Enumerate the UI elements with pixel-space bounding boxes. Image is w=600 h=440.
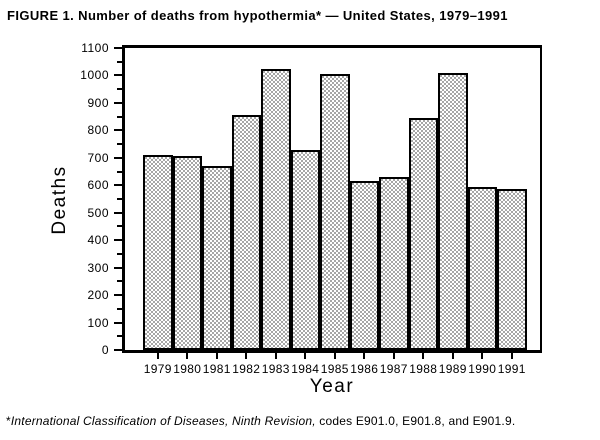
y-minor-tick-650 xyxy=(117,170,122,173)
x-tick-label-1987: 1987 xyxy=(379,362,408,376)
x-axis-title: Year xyxy=(309,376,355,397)
y-tick-400 xyxy=(114,239,122,242)
footnote: *International Classification of Disease… xyxy=(6,414,596,428)
bar-1985 xyxy=(320,74,350,350)
y-minor-tick-950 xyxy=(117,88,122,91)
x-tick-1982 xyxy=(245,353,248,359)
x-tick-label-1988: 1988 xyxy=(409,362,438,376)
plot-area: 0 100 200 300 400 500 600 700 800 900 1000 1100 1979… xyxy=(80,41,542,376)
y-tick-label-300: 300 xyxy=(87,260,109,275)
x-tick-1980 xyxy=(186,353,189,359)
x-tick-label-1986: 1986 xyxy=(350,362,379,376)
y-tick-0 xyxy=(114,349,122,351)
y-minor-tick-450 xyxy=(117,225,122,228)
x-tick-label-1982: 1982 xyxy=(232,362,261,376)
y-tick-label-700: 700 xyxy=(87,150,109,165)
x-tick-1990 xyxy=(481,353,484,359)
x-tick-1983 xyxy=(274,353,277,359)
x-tick-label-1989: 1989 xyxy=(438,362,467,376)
x-tick-label-1983: 1983 xyxy=(261,362,290,376)
y-tick-label-200: 200 xyxy=(87,288,109,303)
y-tick-label-800: 800 xyxy=(87,123,109,138)
y-tick-900 xyxy=(114,101,122,104)
y-tick-label-500: 500 xyxy=(87,205,109,220)
y-tick-label-600: 600 xyxy=(87,178,109,193)
y-tick-label-1100: 1100 xyxy=(81,41,109,55)
y-minor-tick-50 xyxy=(117,335,122,338)
y-tick-1000 xyxy=(114,74,122,77)
bar-1989 xyxy=(438,73,468,350)
footnote-marker: * xyxy=(6,414,11,428)
y-minor-tick-250 xyxy=(117,280,122,283)
x-tick-1984 xyxy=(304,353,307,359)
y-tick-200 xyxy=(114,294,122,297)
y-tick-1100 xyxy=(114,47,122,49)
y-tick-700 xyxy=(114,156,122,159)
x-tick-label-1990: 1990 xyxy=(468,362,497,376)
x-tick-label-1979: 1979 xyxy=(143,362,172,376)
x-tick-1988 xyxy=(422,353,425,359)
y-minor-tick-550 xyxy=(117,198,122,200)
y-axis-title: Deaths xyxy=(49,165,70,235)
x-tick-1987 xyxy=(392,353,395,359)
y-minor-tick-350 xyxy=(117,252,122,255)
bar-1983 xyxy=(261,69,291,350)
x-tick-label-1985: 1985 xyxy=(320,362,349,376)
x-tick-label-1981: 1981 xyxy=(202,362,231,376)
bar-1982 xyxy=(231,115,261,350)
x-tick-1989 xyxy=(451,353,454,359)
x-tick-1991 xyxy=(510,353,513,359)
bar-1979 xyxy=(143,155,173,350)
bar-1980 xyxy=(172,156,202,350)
y-tick-300 xyxy=(114,266,122,269)
y-tick-100 xyxy=(114,321,122,324)
y-tick-label-400: 400 xyxy=(87,233,109,248)
bar-1991 xyxy=(497,189,527,350)
y-minor-tick-850 xyxy=(117,115,122,118)
footnote-codes: codes E901.0, E901.8, and E901.9. xyxy=(315,414,516,428)
y-minor-tick-750 xyxy=(117,143,122,146)
bar-1987 xyxy=(379,177,409,350)
x-tick-1985 xyxy=(333,353,336,359)
y-tick-500 xyxy=(114,211,122,214)
y-minor-tick-1050 xyxy=(117,60,122,63)
x-tick-1986 xyxy=(363,353,366,359)
bar-1986 xyxy=(349,181,379,350)
bar-1984 xyxy=(290,150,320,350)
y-tick-600 xyxy=(114,184,122,187)
x-tick-label-1991: 1991 xyxy=(497,362,526,376)
figure-title: FIGURE 1. Number of deaths from hypother… xyxy=(7,8,508,23)
x-tick-1981 xyxy=(215,353,218,359)
bar-1990 xyxy=(467,187,497,350)
x-tick-label-1980: 1980 xyxy=(173,362,202,376)
x-tick-1979 xyxy=(156,353,159,359)
y-tick-800 xyxy=(114,129,122,132)
y-tick-label-100: 100 xyxy=(87,315,109,330)
x-tick-label-1984: 1984 xyxy=(291,362,320,376)
y-minor-tick-150 xyxy=(117,307,122,310)
footnote-icd-title: International Classification of Diseases… xyxy=(10,414,316,428)
bar-1988 xyxy=(408,118,438,350)
y-tick-label-0: 0 xyxy=(101,343,109,357)
bar-1981 xyxy=(202,166,232,350)
y-tick-label-1000: 1000 xyxy=(80,68,109,83)
y-tick-label-900: 900 xyxy=(87,95,109,110)
